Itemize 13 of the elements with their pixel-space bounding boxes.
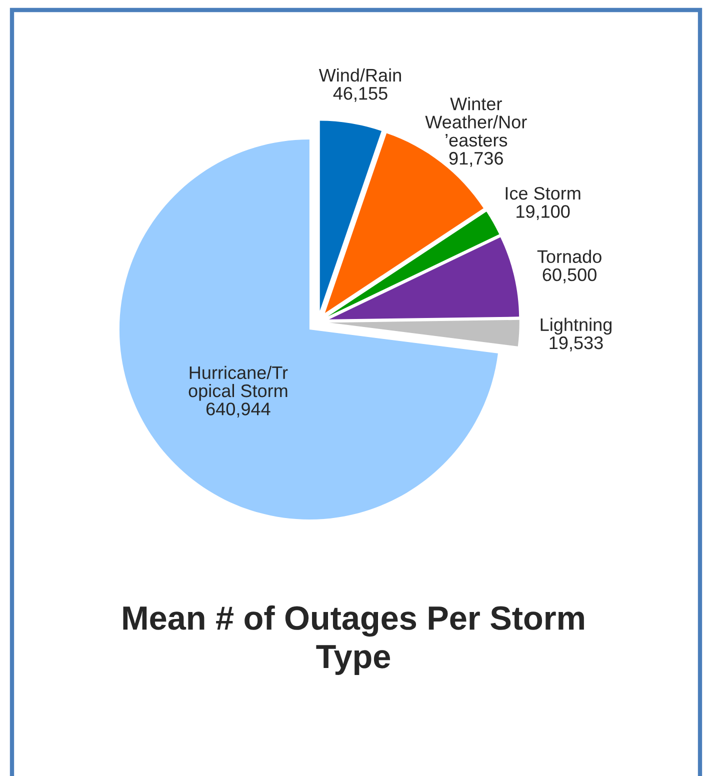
data-label: 46,155 [333,86,388,102]
slice-label: Lightning [540,318,612,335]
slice-label: Wind/Rain [318,68,401,82]
data-label: 19,100 [516,205,570,220]
slice-label: Winter Weather/Nor ’easters [425,97,527,147]
text: Mean # of Outages Per Storm Type [123,605,584,675]
data-label: 91,736 [449,152,503,167]
data-label: 60,500 [542,268,596,284]
slice-label: Hurricane/Tr opical Storm [188,366,288,401]
slice-label: Ice Storm [506,186,580,200]
data-label: 19,533 [550,336,603,352]
data-label: 640,944 [206,402,270,418]
slice-label: Tornado [537,250,602,264]
